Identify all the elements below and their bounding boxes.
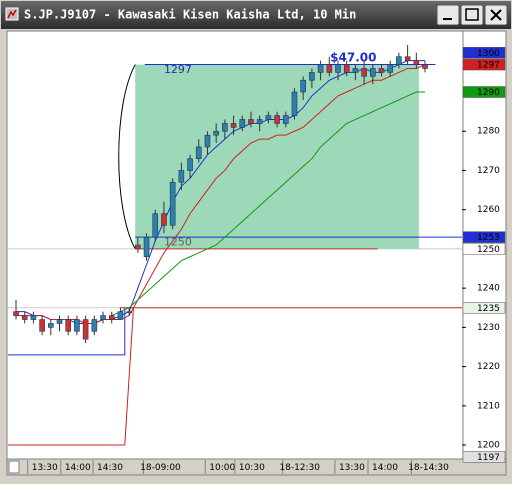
candle-body bbox=[21, 315, 28, 320]
candle-body bbox=[343, 64, 350, 73]
x-tick-label: 10:30 bbox=[239, 463, 265, 473]
candle-body bbox=[239, 119, 246, 128]
price-label: 1253 bbox=[477, 233, 500, 243]
y-tick-label: 1280 bbox=[477, 127, 500, 137]
candle-body bbox=[335, 64, 341, 73]
candle-body bbox=[91, 319, 98, 332]
candle-body bbox=[143, 236, 150, 258]
candle-body bbox=[161, 213, 167, 226]
candle-body bbox=[291, 91, 298, 116]
x-tick-label: 13:30 bbox=[32, 463, 58, 473]
close-button[interactable] bbox=[484, 4, 508, 26]
price-label-box bbox=[462, 243, 506, 255]
price-label: 1300 bbox=[477, 49, 500, 59]
candle-body bbox=[230, 123, 237, 128]
y-tick-label: 1260 bbox=[477, 205, 500, 215]
candle-body bbox=[204, 134, 211, 148]
candle-body bbox=[248, 119, 254, 124]
price-label: 1197 bbox=[477, 453, 500, 463]
y-tick-label: 1200 bbox=[477, 441, 500, 451]
candle-body bbox=[152, 213, 159, 238]
price-label-box bbox=[462, 231, 506, 243]
zone-arc bbox=[118, 64, 136, 250]
candle-body bbox=[178, 170, 185, 183]
candle-body bbox=[117, 311, 124, 320]
target-zone bbox=[135, 64, 419, 249]
candle-body bbox=[126, 311, 132, 313]
title-bar bbox=[1, 1, 511, 29]
candle-body bbox=[74, 319, 80, 332]
candle-body bbox=[300, 79, 306, 93]
candle-body bbox=[195, 146, 202, 160]
annotation: 1297 bbox=[164, 63, 192, 76]
window-title: S.JP.J9107 - Kawasaki Kisen Kaisha Ltd, … bbox=[24, 8, 356, 22]
x-tick-label: 18-09:00 bbox=[140, 463, 181, 473]
candle-body bbox=[396, 56, 402, 65]
price-label: 1290 bbox=[477, 88, 500, 98]
candle-body bbox=[30, 315, 37, 320]
candle-body bbox=[413, 60, 420, 65]
x-tick-label: 18-12:30 bbox=[279, 463, 320, 473]
candle-body bbox=[404, 56, 411, 61]
candle-body bbox=[65, 319, 72, 332]
candle-body bbox=[274, 115, 280, 124]
candle-body bbox=[309, 72, 315, 81]
maximize-button[interactable] bbox=[460, 4, 484, 26]
candle-body bbox=[213, 130, 219, 136]
price-label: 1297 bbox=[477, 61, 500, 71]
annotation: 1250 bbox=[164, 236, 192, 249]
candle-body bbox=[352, 68, 359, 73]
candle-body bbox=[387, 64, 394, 73]
axis-layer: 1200 1210 1220 1230 1240 1260 1270 1280 1300 1297… bbox=[27, 47, 506, 474]
y-tick-label: 1210 bbox=[477, 401, 500, 411]
x-tick-label: 14:30 bbox=[97, 463, 123, 473]
candle-body bbox=[82, 319, 89, 340]
annotation: $47.00 bbox=[330, 50, 376, 64]
candle-body bbox=[422, 64, 428, 69]
x-tick-label: 14:00 bbox=[65, 463, 91, 473]
price-label-box bbox=[462, 47, 506, 59]
x-tick-label: 13:30 bbox=[339, 463, 365, 473]
candle-body bbox=[169, 181, 176, 226]
price-label-box bbox=[462, 451, 506, 463]
candle-body bbox=[265, 115, 272, 120]
price-label: 1250 bbox=[477, 245, 500, 255]
candle-body bbox=[361, 68, 367, 77]
price-label-box bbox=[462, 86, 506, 98]
candle-body bbox=[370, 68, 376, 77]
candle-body bbox=[13, 311, 19, 316]
candle-body bbox=[378, 68, 385, 73]
x-tick-label: 10:00 bbox=[209, 463, 235, 473]
candle-body bbox=[39, 319, 45, 332]
candle-body bbox=[187, 158, 193, 171]
indicator-line bbox=[111, 91, 426, 317]
step-line bbox=[8, 307, 134, 446]
app-icon-glyph bbox=[7, 9, 17, 19]
candle-body bbox=[222, 123, 228, 132]
y-tick-label: 1240 bbox=[477, 284, 500, 294]
y-tick-label: 1220 bbox=[477, 362, 500, 372]
candle-body bbox=[256, 119, 263, 124]
scroll-box[interactable] bbox=[8, 460, 20, 474]
candle-body bbox=[56, 319, 63, 324]
price-label-box bbox=[462, 302, 506, 314]
y-tick-label: 1270 bbox=[477, 166, 500, 176]
time-axis bbox=[6, 458, 507, 476]
step-line bbox=[8, 307, 126, 356]
candle-body bbox=[48, 323, 54, 328]
x-tick-label: 18-14:30 bbox=[408, 463, 449, 473]
candle-body bbox=[108, 315, 115, 320]
candle-body bbox=[326, 64, 333, 73]
y-tick-label: 1230 bbox=[477, 323, 500, 333]
candle-body bbox=[135, 244, 141, 250]
price-label-box bbox=[462, 58, 506, 71]
minimize-button[interactable] bbox=[436, 4, 460, 26]
plot-layer: 1297 1250 $47.00 bbox=[8, 44, 462, 446]
candle-body bbox=[317, 64, 324, 73]
x-tick-label: 14:00 bbox=[372, 463, 398, 473]
candle-body bbox=[100, 315, 106, 320]
price-label: 1235 bbox=[477, 304, 500, 314]
candle-body bbox=[282, 115, 289, 124]
